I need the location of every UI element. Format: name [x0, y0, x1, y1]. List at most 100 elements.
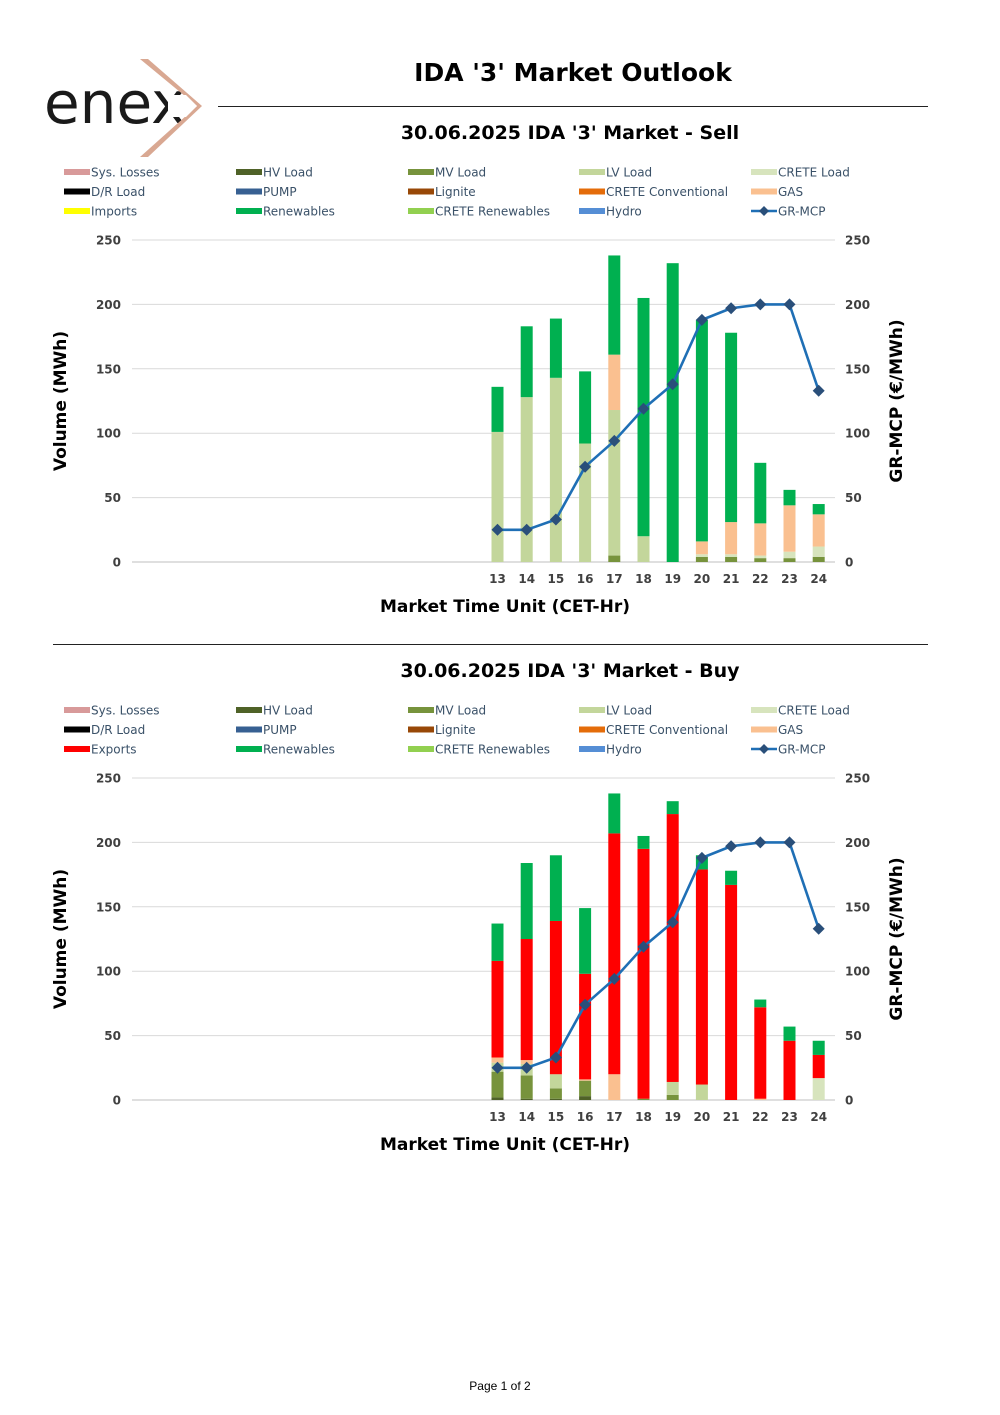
legend-swatch-renewables [236, 208, 262, 214]
bar-crete-load-24 [812, 546, 825, 557]
legend-label-pump: PUMP [263, 723, 297, 737]
bar-gas-21 [725, 522, 738, 555]
sell-chart: 30.06.2025 IDA '3' Market - Sell Sys. Los… [0, 112, 1000, 632]
bar-gas-22 [754, 1098, 767, 1100]
bar-renewables-23 [783, 1026, 796, 1041]
bar-gas-24 [812, 514, 825, 547]
x-tick-label: 13 [489, 572, 506, 586]
gr-mcp-point [520, 1061, 533, 1074]
y2-tick-label: 150 [845, 362, 870, 376]
x-tick-label: 17 [606, 1110, 623, 1124]
legend-swatch-renewables [236, 746, 262, 752]
bar-crete-load-23 [783, 551, 796, 559]
legend-swatch-lv-load [579, 707, 605, 713]
bar-renewables-24 [812, 1040, 825, 1055]
bar-renewables-18 [637, 835, 650, 849]
x-tick-label: 22 [752, 1110, 769, 1124]
bar-mv-load-24 [812, 556, 825, 562]
legend-swatch-mv-load [408, 169, 434, 175]
bar-lv-load-20 [695, 1084, 708, 1100]
bar-gas-17 [608, 1074, 621, 1100]
bar-renewables-16 [579, 371, 592, 444]
bar-lv-load-14 [520, 397, 533, 562]
bar-renewables-14 [520, 326, 533, 398]
bar-gas-22 [754, 523, 767, 556]
x-tick-label: 20 [694, 1110, 711, 1124]
sell-chart-svg: 30.06.2025 IDA '3' Market - Sell Sys. Los… [51, 122, 907, 617]
bar-gas-13 [491, 1057, 504, 1063]
bar-renewables-17 [608, 255, 621, 355]
x-tick-label: 24 [810, 572, 827, 586]
legend-swatch-lignite [408, 188, 434, 195]
y2-tick-label: 0 [845, 556, 853, 570]
bar-lv-load-17 [608, 410, 621, 556]
gr-mcp-point [783, 836, 796, 849]
legend-label-crete-load: CRETE Load [778, 166, 850, 180]
legend-label-crete-conventional: CRETE Conventional [606, 185, 728, 199]
x-tick-label: 17 [606, 572, 623, 586]
y-tick-label: 200 [96, 836, 121, 850]
bar-gas-23 [783, 505, 796, 552]
bar-renewables-13 [491, 386, 504, 432]
legend-swatch-d-r-load [64, 188, 90, 195]
bar-mv-load-17 [608, 555, 621, 562]
legend-label-hydro: Hydro [606, 743, 642, 757]
y2-tick-label: 250 [845, 234, 870, 248]
gr-mcp-point [608, 972, 621, 985]
legend-label-exports: Exports [91, 743, 137, 757]
legend-swatch-hydro [579, 746, 605, 752]
bar-gas-16 [579, 1079, 592, 1081]
gr-mcp-point [783, 298, 796, 311]
legend-swatch-crete-load [751, 707, 777, 713]
y-tick-label: 200 [96, 298, 121, 312]
gr-mcp-point [754, 298, 767, 311]
bar-exports-20 [695, 869, 708, 1085]
bar-crete-load-20 [695, 554, 708, 557]
legend-swatch-crete-conventional [579, 726, 605, 733]
legend-swatch-hydro [579, 208, 605, 214]
legend-label-hv-load: HV Load [263, 704, 313, 718]
legend-swatch-sys-losses [64, 169, 90, 175]
gr-mcp-point [491, 523, 504, 536]
bar-exports-15 [549, 920, 562, 1075]
bar-exports-21 [725, 884, 738, 1100]
bar-exports-13 [491, 960, 504, 1058]
gr-mcp-point [608, 434, 621, 447]
bar-exports-16 [579, 973, 592, 1080]
legend-swatch-mv-load [408, 707, 434, 713]
y2-tick-label: 200 [845, 836, 870, 850]
x-tick-label: 21 [723, 1110, 740, 1124]
legend-label-crete-renewables: CRETE Renewables [435, 205, 550, 219]
bar-renewables-16 [579, 908, 592, 974]
legend-label-renewables: Renewables [263, 743, 335, 757]
legend-label-gr-mcp: GR-MCP [778, 205, 825, 219]
legend-label-d-r-load: D/R Load [91, 185, 145, 199]
legend-swatch-crete-load [751, 169, 777, 175]
bar-renewables-24 [812, 504, 825, 515]
bar-hv-load-15 [549, 1098, 562, 1100]
legend-marker-swatch [759, 206, 769, 216]
legend-swatch-hv-load [236, 169, 262, 175]
x-tick-label: 18 [635, 1110, 652, 1124]
legend-swatch-gas [751, 726, 777, 733]
legend-marker-swatch [759, 744, 769, 754]
x-tick-label: 24 [810, 1110, 827, 1124]
legend-label-pump: PUMP [263, 185, 297, 199]
legend-label-hv-load: HV Load [263, 166, 313, 180]
bar-renewables-21 [725, 332, 738, 523]
y-tick-label: 100 [96, 965, 121, 979]
bar-renewables-19 [666, 263, 679, 562]
y-axis-title: Volume (MWh) [51, 331, 71, 471]
legend-label-lv-load: LV Load [606, 704, 652, 718]
x-axis-title: Market Time Unit (CET-Hr) [380, 597, 630, 617]
buy-chart: 30.06.2025 IDA '3' Market - Buy Sys. Loss… [0, 650, 1000, 1170]
gr-mcp-point [695, 851, 708, 864]
gr-mcp-point [579, 460, 592, 473]
legend-label-mv-load: MV Load [435, 166, 486, 180]
y2-tick-label: 100 [845, 965, 870, 979]
bar-lv-load-15 [549, 377, 562, 562]
legend-swatch-sys-losses [64, 707, 90, 713]
y2-tick-label: 50 [845, 491, 862, 505]
y-tick-label: 100 [96, 427, 121, 441]
gr-mcp-point [725, 302, 738, 315]
